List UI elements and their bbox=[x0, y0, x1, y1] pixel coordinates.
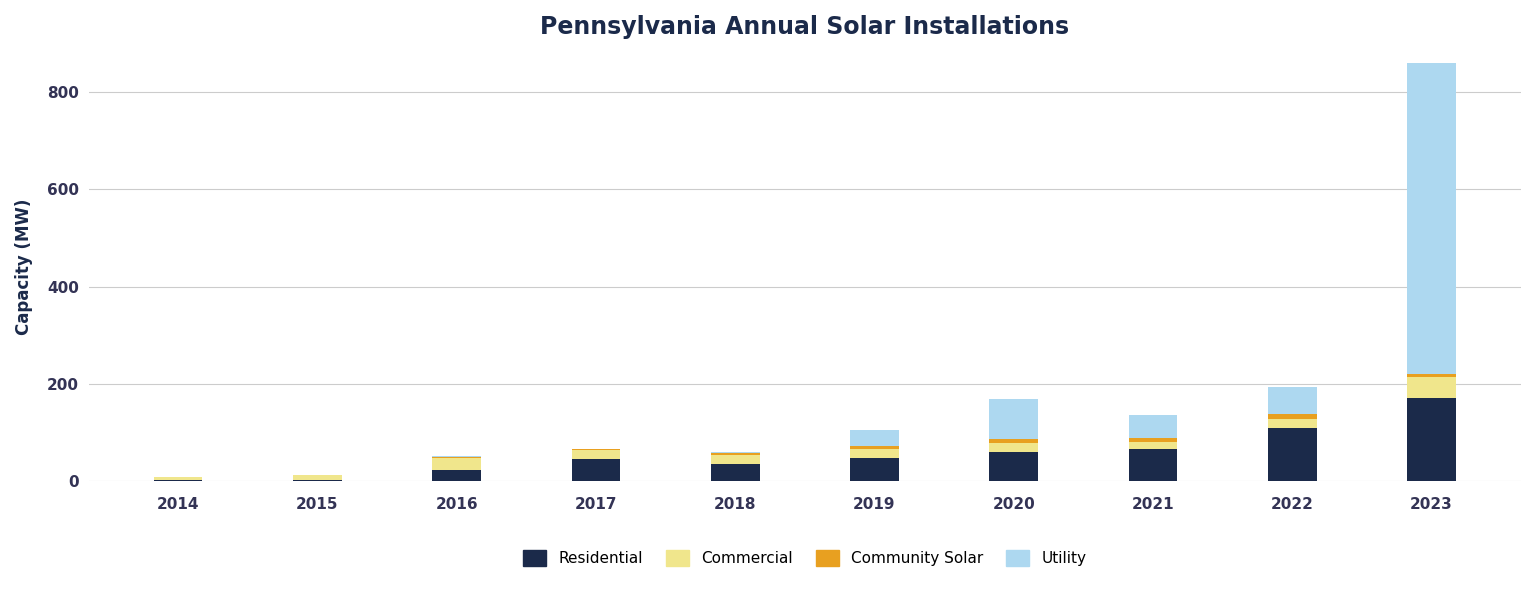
Bar bbox=[293, 475, 341, 479]
Bar bbox=[154, 480, 203, 481]
Bar bbox=[711, 464, 759, 481]
Bar bbox=[849, 449, 899, 457]
Bar bbox=[1407, 63, 1456, 374]
Bar bbox=[1267, 419, 1316, 427]
Bar bbox=[1129, 439, 1178, 442]
Bar bbox=[1129, 442, 1178, 449]
Bar bbox=[1407, 374, 1456, 376]
Bar bbox=[1267, 414, 1316, 419]
Bar bbox=[571, 450, 621, 459]
Bar bbox=[711, 452, 759, 453]
Bar bbox=[849, 457, 899, 481]
Bar bbox=[1407, 376, 1456, 398]
Bar bbox=[1267, 427, 1316, 481]
Bar bbox=[849, 446, 899, 449]
Bar bbox=[989, 439, 1038, 443]
Bar bbox=[293, 479, 341, 481]
Bar bbox=[989, 400, 1038, 439]
Legend: Residential, Commercial, Community Solar, Utility: Residential, Commercial, Community Solar… bbox=[518, 544, 1092, 573]
Y-axis label: Capacity (MW): Capacity (MW) bbox=[15, 199, 32, 336]
Bar bbox=[571, 459, 621, 481]
Bar bbox=[432, 456, 481, 457]
Bar bbox=[989, 443, 1038, 452]
Bar bbox=[432, 457, 481, 458]
Bar bbox=[432, 458, 481, 470]
Bar bbox=[711, 453, 759, 455]
Bar bbox=[1129, 449, 1178, 481]
Bar bbox=[154, 476, 203, 480]
Bar bbox=[1129, 415, 1178, 439]
Bar bbox=[1267, 387, 1316, 414]
Bar bbox=[989, 452, 1038, 481]
Bar bbox=[1407, 398, 1456, 481]
Bar bbox=[849, 430, 899, 446]
Bar bbox=[432, 470, 481, 481]
Title: Pennsylvania Annual Solar Installations: Pennsylvania Annual Solar Installations bbox=[541, 15, 1069, 39]
Bar bbox=[711, 455, 759, 464]
Bar bbox=[571, 449, 621, 450]
